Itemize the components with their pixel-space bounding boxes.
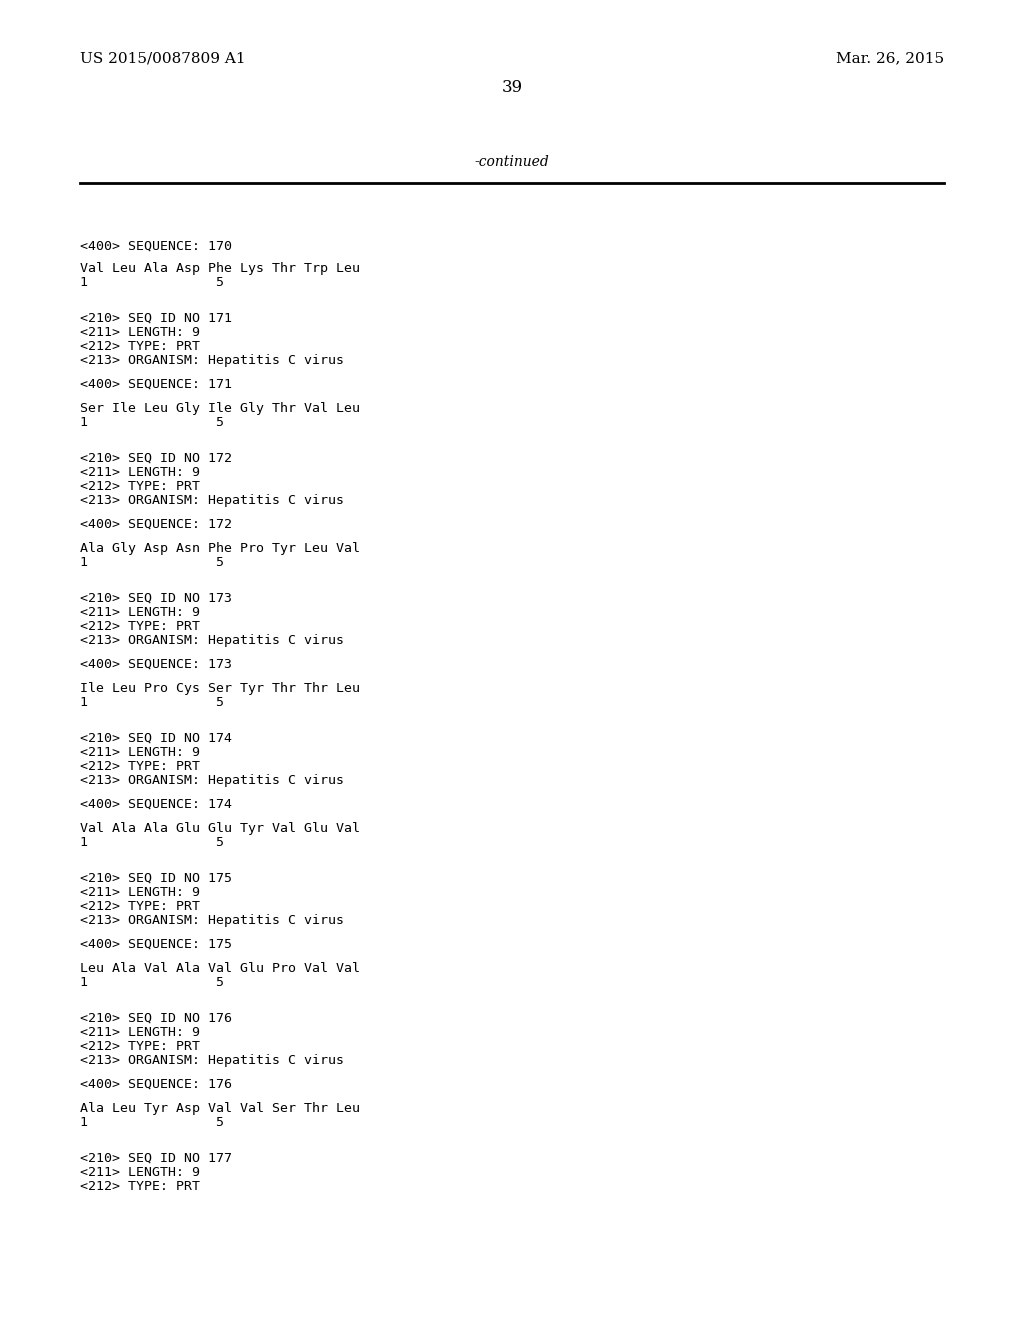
Text: US 2015/0087809 A1: US 2015/0087809 A1 <box>80 51 246 65</box>
Text: <212> TYPE: PRT: <212> TYPE: PRT <box>80 900 200 913</box>
Text: -continued: -continued <box>475 154 549 169</box>
Text: 1                5: 1 5 <box>80 276 224 289</box>
Text: <212> TYPE: PRT: <212> TYPE: PRT <box>80 760 200 774</box>
Text: <213> ORGANISM: Hepatitis C virus: <213> ORGANISM: Hepatitis C virus <box>80 913 344 927</box>
Text: <212> TYPE: PRT: <212> TYPE: PRT <box>80 1180 200 1193</box>
Text: <213> ORGANISM: Hepatitis C virus: <213> ORGANISM: Hepatitis C virus <box>80 634 344 647</box>
Text: <211> LENGTH: 9: <211> LENGTH: 9 <box>80 1166 200 1179</box>
Text: <210> SEQ ID NO 176: <210> SEQ ID NO 176 <box>80 1012 232 1026</box>
Text: <213> ORGANISM: Hepatitis C virus: <213> ORGANISM: Hepatitis C virus <box>80 774 344 787</box>
Text: <212> TYPE: PRT: <212> TYPE: PRT <box>80 480 200 492</box>
Text: <400> SEQUENCE: 174: <400> SEQUENCE: 174 <box>80 799 232 810</box>
Text: <212> TYPE: PRT: <212> TYPE: PRT <box>80 1040 200 1053</box>
Text: 1                5: 1 5 <box>80 1115 224 1129</box>
Text: <400> SEQUENCE: 172: <400> SEQUENCE: 172 <box>80 517 232 531</box>
Text: <211> LENGTH: 9: <211> LENGTH: 9 <box>80 886 200 899</box>
Text: <211> LENGTH: 9: <211> LENGTH: 9 <box>80 1026 200 1039</box>
Text: <211> LENGTH: 9: <211> LENGTH: 9 <box>80 606 200 619</box>
Text: Ser Ile Leu Gly Ile Gly Thr Val Leu: Ser Ile Leu Gly Ile Gly Thr Val Leu <box>80 403 360 414</box>
Text: <211> LENGTH: 9: <211> LENGTH: 9 <box>80 466 200 479</box>
Text: <400> SEQUENCE: 171: <400> SEQUENCE: 171 <box>80 378 232 391</box>
Text: Ile Leu Pro Cys Ser Tyr Thr Thr Leu: Ile Leu Pro Cys Ser Tyr Thr Thr Leu <box>80 682 360 696</box>
Text: <210> SEQ ID NO 175: <210> SEQ ID NO 175 <box>80 873 232 884</box>
Text: <213> ORGANISM: Hepatitis C virus: <213> ORGANISM: Hepatitis C virus <box>80 494 344 507</box>
Text: <400> SEQUENCE: 170: <400> SEQUENCE: 170 <box>80 240 232 253</box>
Text: Mar. 26, 2015: Mar. 26, 2015 <box>836 51 944 65</box>
Text: Val Ala Ala Glu Glu Tyr Val Glu Val: Val Ala Ala Glu Glu Tyr Val Glu Val <box>80 822 360 836</box>
Text: <210> SEQ ID NO 177: <210> SEQ ID NO 177 <box>80 1152 232 1166</box>
Text: 1                5: 1 5 <box>80 696 224 709</box>
Text: Leu Ala Val Ala Val Glu Pro Val Val: Leu Ala Val Ala Val Glu Pro Val Val <box>80 962 360 975</box>
Text: <210> SEQ ID NO 173: <210> SEQ ID NO 173 <box>80 591 232 605</box>
Text: 1                5: 1 5 <box>80 836 224 849</box>
Text: Ala Gly Asp Asn Phe Pro Tyr Leu Val: Ala Gly Asp Asn Phe Pro Tyr Leu Val <box>80 543 360 554</box>
Text: 1                5: 1 5 <box>80 975 224 989</box>
Text: <212> TYPE: PRT: <212> TYPE: PRT <box>80 620 200 634</box>
Text: <213> ORGANISM: Hepatitis C virus: <213> ORGANISM: Hepatitis C virus <box>80 354 344 367</box>
Text: <211> LENGTH: 9: <211> LENGTH: 9 <box>80 326 200 339</box>
Text: Val Leu Ala Asp Phe Lys Thr Trp Leu: Val Leu Ala Asp Phe Lys Thr Trp Leu <box>80 261 360 275</box>
Text: Ala Leu Tyr Asp Val Val Ser Thr Leu: Ala Leu Tyr Asp Val Val Ser Thr Leu <box>80 1102 360 1115</box>
Text: <400> SEQUENCE: 176: <400> SEQUENCE: 176 <box>80 1078 232 1092</box>
Text: 39: 39 <box>502 79 522 96</box>
Text: 1                5: 1 5 <box>80 416 224 429</box>
Text: 1                5: 1 5 <box>80 556 224 569</box>
Text: <210> SEQ ID NO 174: <210> SEQ ID NO 174 <box>80 733 232 744</box>
Text: <212> TYPE: PRT: <212> TYPE: PRT <box>80 341 200 352</box>
Text: <210> SEQ ID NO 171: <210> SEQ ID NO 171 <box>80 312 232 325</box>
Text: <400> SEQUENCE: 173: <400> SEQUENCE: 173 <box>80 657 232 671</box>
Text: <210> SEQ ID NO 172: <210> SEQ ID NO 172 <box>80 451 232 465</box>
Text: <211> LENGTH: 9: <211> LENGTH: 9 <box>80 746 200 759</box>
Text: <213> ORGANISM: Hepatitis C virus: <213> ORGANISM: Hepatitis C virus <box>80 1053 344 1067</box>
Text: <400> SEQUENCE: 175: <400> SEQUENCE: 175 <box>80 939 232 950</box>
